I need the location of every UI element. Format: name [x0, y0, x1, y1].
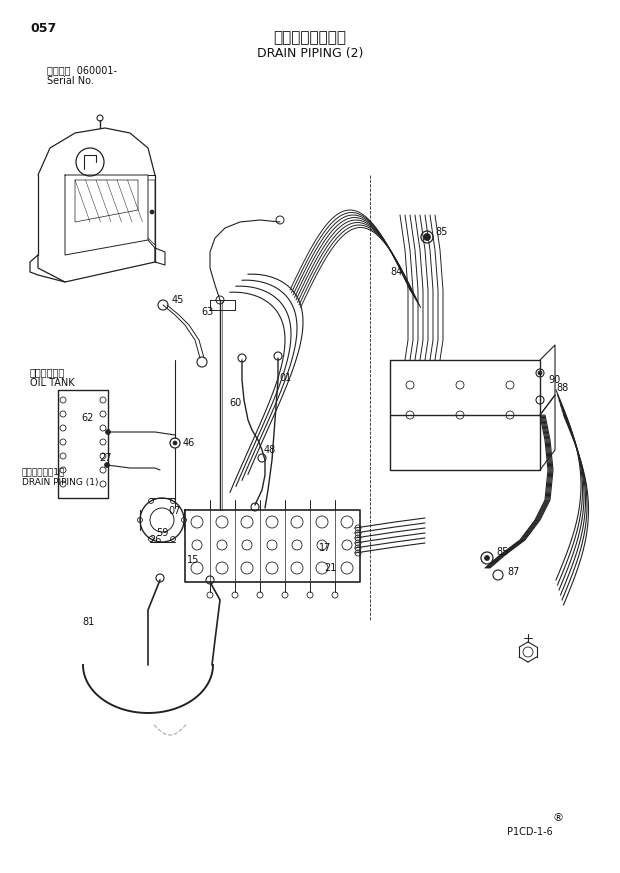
Text: 01: 01 [279, 373, 291, 383]
Circle shape [150, 210, 154, 214]
Text: 85: 85 [435, 227, 448, 237]
Text: 45: 45 [172, 295, 184, 305]
Text: 46: 46 [183, 438, 195, 448]
Text: 59: 59 [156, 528, 168, 538]
Text: ®: ® [552, 813, 564, 823]
Text: 17: 17 [319, 543, 331, 553]
Text: 87: 87 [507, 567, 520, 577]
Text: 85: 85 [496, 547, 508, 557]
Text: 63: 63 [201, 307, 213, 317]
Text: 07: 07 [168, 506, 180, 516]
Text: 88: 88 [556, 383, 569, 393]
Text: Serial No.: Serial No. [47, 76, 94, 86]
Text: 適用号機  060001-: 適用号機 060001- [47, 65, 117, 75]
Text: 60: 60 [229, 398, 241, 408]
Text: 27: 27 [99, 453, 111, 463]
Text: 81: 81 [82, 617, 94, 627]
Circle shape [538, 371, 542, 375]
Text: OIL TANK: OIL TANK [30, 378, 74, 388]
Text: 90: 90 [548, 375, 560, 385]
Text: ドレン配管（２）: ドレン配管（２） [273, 31, 347, 45]
Text: ドレン配管（1）: ドレン配管（1） [22, 468, 65, 477]
Circle shape [484, 555, 490, 560]
Text: オイルタンク: オイルタンク [30, 367, 65, 377]
Text: P1CD-1-6: P1CD-1-6 [507, 827, 553, 837]
Text: 057: 057 [30, 22, 56, 35]
Circle shape [105, 463, 110, 468]
Text: 84: 84 [390, 267, 402, 277]
Circle shape [105, 430, 110, 435]
Circle shape [423, 233, 430, 240]
Text: DRAIN PIPING (1): DRAIN PIPING (1) [22, 478, 99, 486]
Text: 48: 48 [264, 445, 276, 455]
Text: DRAIN PIPING (2): DRAIN PIPING (2) [257, 47, 363, 60]
Circle shape [173, 441, 177, 445]
Text: 21: 21 [324, 563, 336, 573]
Text: 15: 15 [187, 555, 199, 565]
Text: 26: 26 [149, 535, 161, 545]
Text: 62: 62 [82, 413, 94, 423]
